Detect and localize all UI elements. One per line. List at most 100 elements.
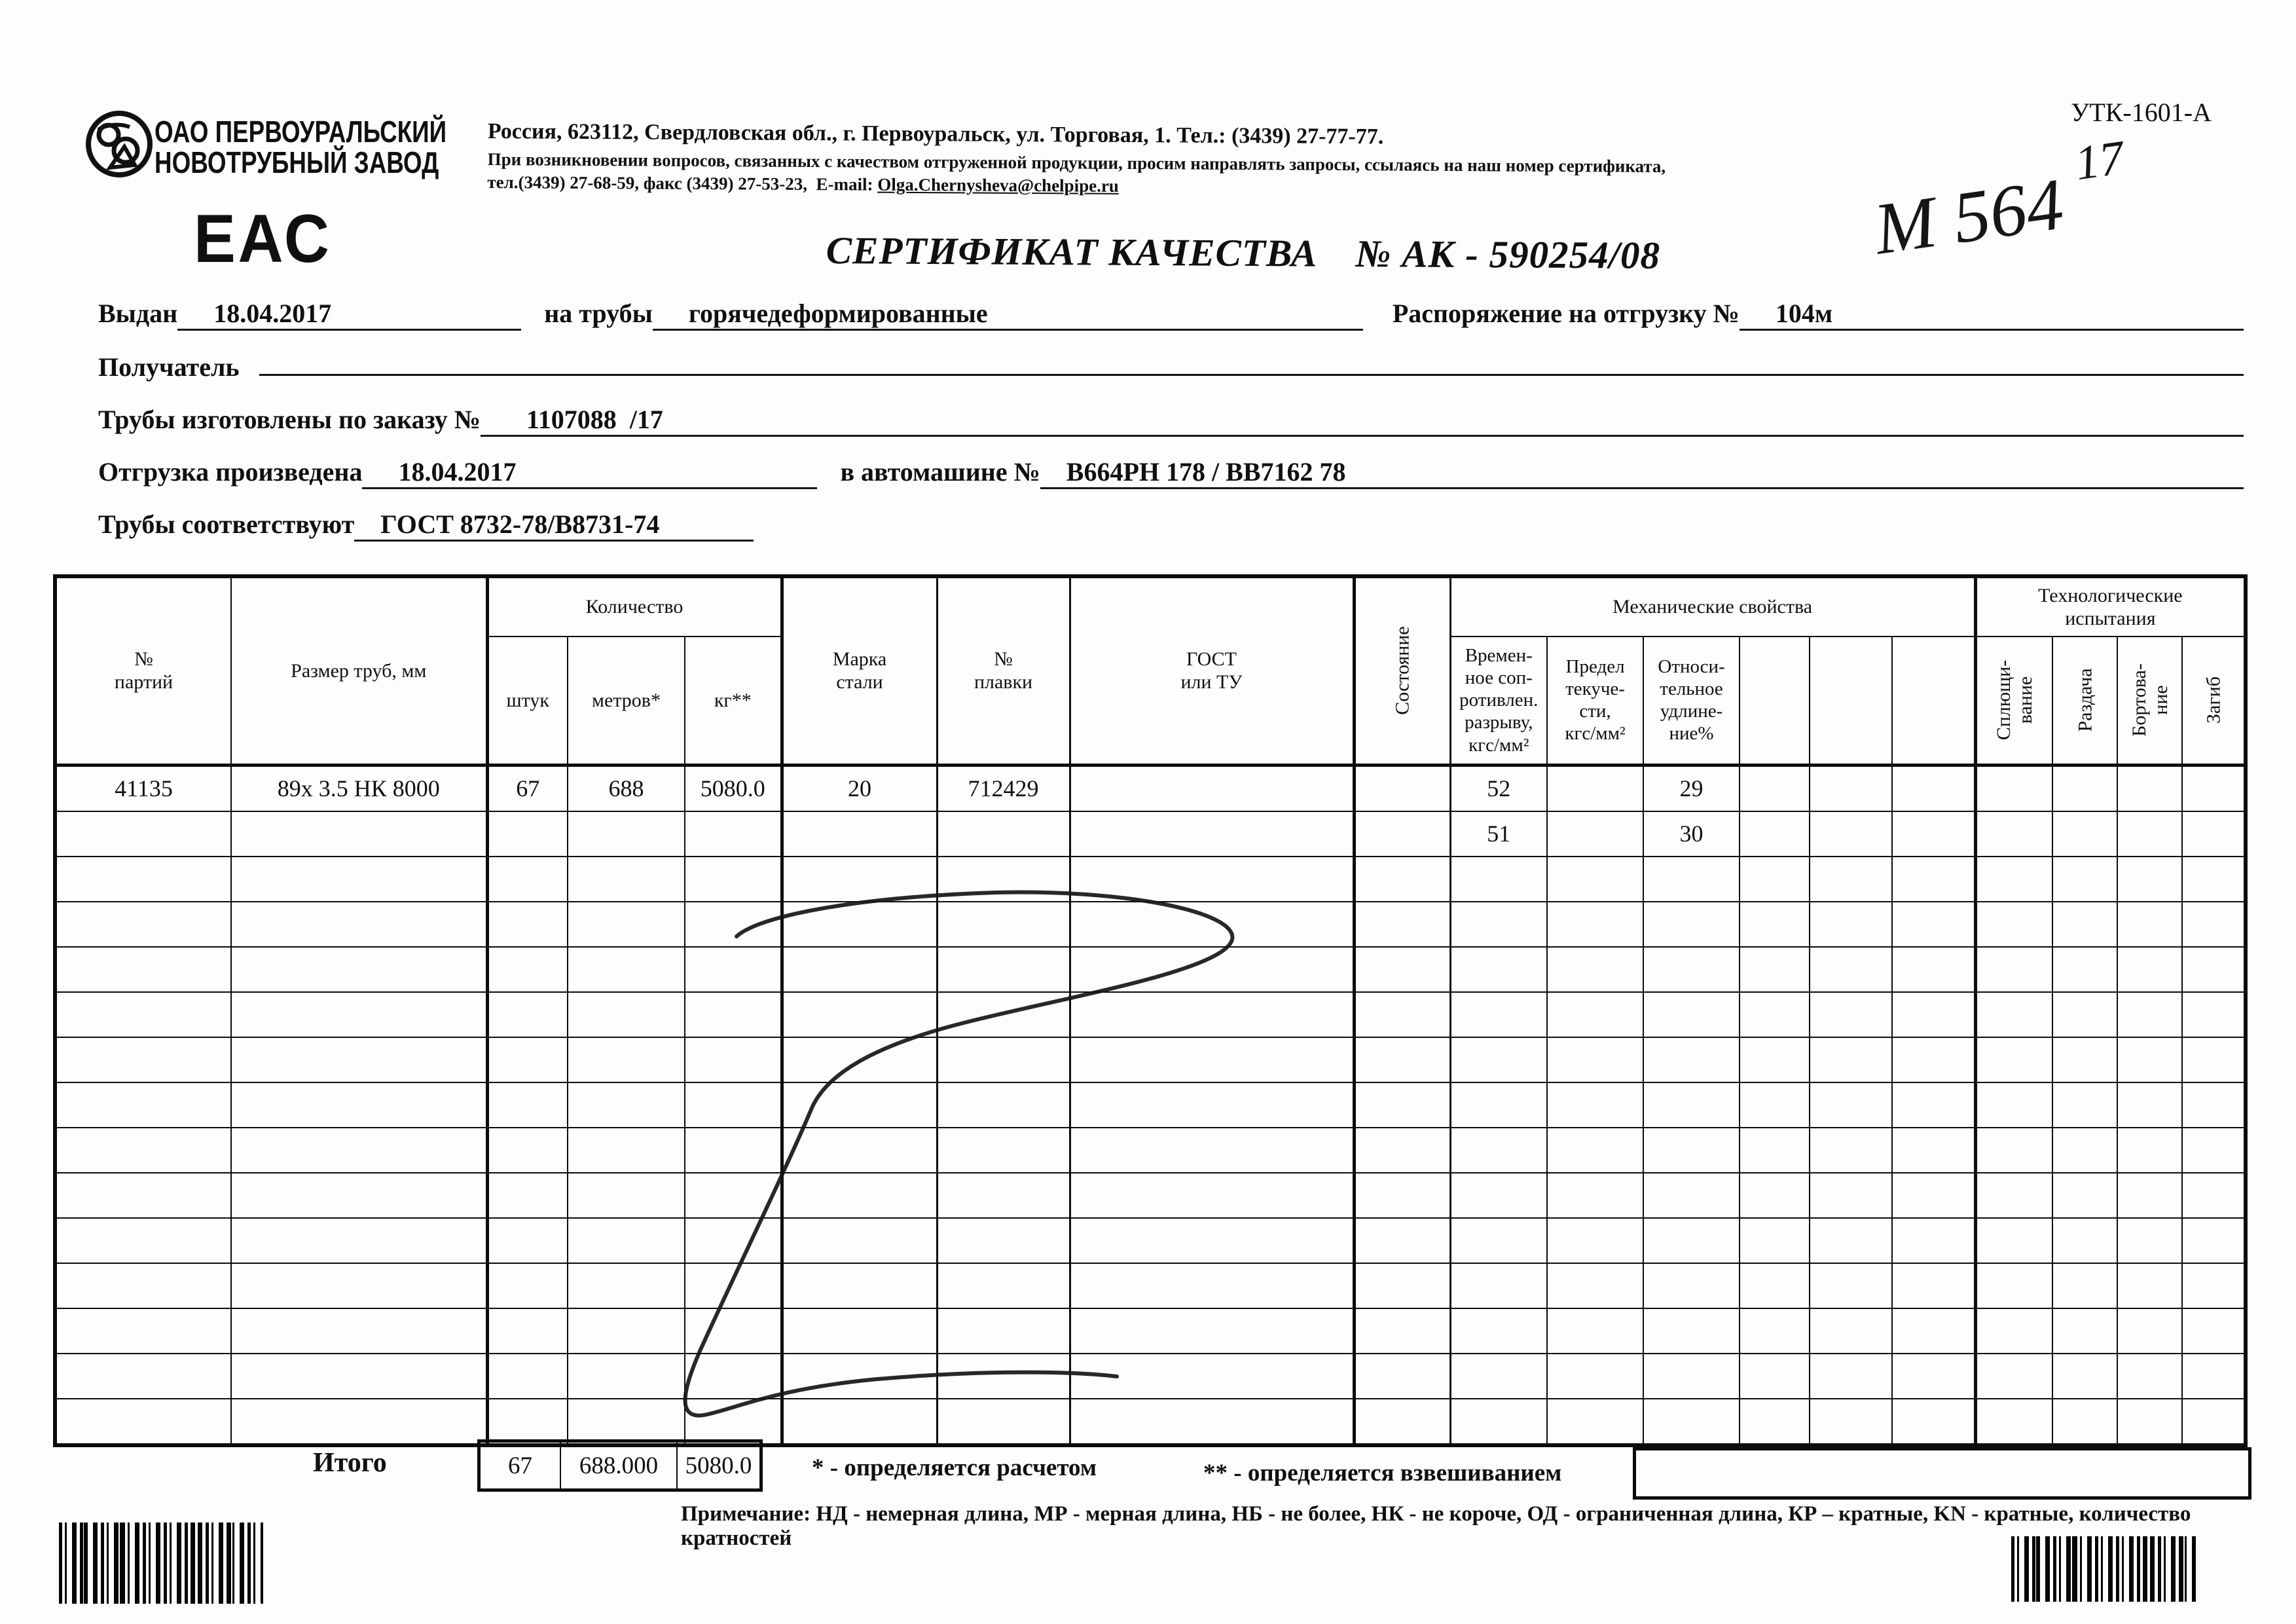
ship-order-label: Распоряжение на отгрузку № bbox=[1392, 299, 1740, 328]
table-cell bbox=[1546, 1036, 1645, 1083]
form-code: УТК-1601-А bbox=[2071, 98, 2212, 127]
table-cell bbox=[1068, 1081, 1355, 1128]
table-cell bbox=[780, 900, 938, 948]
table-cell bbox=[1891, 1307, 1977, 1354]
table-cell bbox=[1809, 1397, 1893, 1446]
table-cell bbox=[567, 991, 685, 1038]
table-row bbox=[54, 991, 2247, 1038]
table-cell bbox=[780, 1172, 938, 1219]
table-cell bbox=[2117, 1307, 2183, 1354]
table-cell bbox=[1809, 764, 1893, 812]
table-cell bbox=[485, 1172, 568, 1219]
table-cell bbox=[2181, 991, 2247, 1038]
table-cell bbox=[936, 991, 1071, 1038]
shipped-value: 18.04.2017 bbox=[362, 456, 818, 489]
table-cell bbox=[485, 1352, 568, 1399]
title-label: СЕРТИФИКАТ КАЧЕСТВА bbox=[826, 228, 1318, 275]
table-cell bbox=[230, 1036, 488, 1083]
table-cell bbox=[1739, 1352, 1811, 1399]
table-cell bbox=[2181, 764, 2247, 812]
table-cell bbox=[2117, 1352, 2183, 1399]
table-cell bbox=[2052, 1307, 2119, 1354]
table-cell bbox=[1973, 991, 2054, 1038]
table-cell bbox=[936, 1126, 1071, 1173]
table-cell bbox=[567, 1217, 685, 1264]
table-cell bbox=[1352, 1397, 1451, 1446]
table-cell bbox=[1068, 1262, 1355, 1309]
table-cell bbox=[1449, 1217, 1548, 1264]
note-line: Примечание: НД - немерная длина, МР - ме… bbox=[681, 1502, 2191, 1550]
table-cell bbox=[2117, 1081, 2183, 1128]
table-cell bbox=[683, 1217, 783, 1264]
table-cell bbox=[780, 1036, 938, 1083]
table-cell bbox=[567, 1352, 685, 1399]
col-group-mechanical: Механические свойства bbox=[1449, 576, 1977, 637]
table-cell bbox=[567, 855, 685, 902]
table-row: 41135 89х 3.5 НК 8000 67 688 5080.0 20 712429 5… bbox=[54, 764, 2247, 812]
certificate-table: № партий Размер труб, мм Количество Марк… bbox=[53, 574, 2248, 1447]
table-cell bbox=[1643, 855, 1741, 902]
table-cell bbox=[1546, 991, 1645, 1038]
table-cell bbox=[1891, 1036, 1977, 1083]
table-cell bbox=[936, 1081, 1071, 1128]
table-cell bbox=[1546, 1262, 1645, 1309]
table-cell bbox=[1546, 900, 1645, 948]
table-cell bbox=[567, 1397, 685, 1446]
table-cell bbox=[1352, 1081, 1451, 1128]
col-header-meters: метров* bbox=[567, 636, 685, 766]
table-cell bbox=[1891, 855, 1977, 902]
table-cell bbox=[683, 810, 783, 857]
table-cell bbox=[1643, 1172, 1741, 1219]
table-cell bbox=[2052, 946, 2119, 993]
table-cell bbox=[2052, 900, 2119, 948]
table-cell: 20 bbox=[780, 764, 938, 812]
table-cell bbox=[485, 1126, 568, 1173]
table-cell bbox=[1739, 855, 1811, 902]
table-cell bbox=[1352, 1036, 1451, 1083]
table-cell bbox=[780, 810, 938, 857]
table-cell bbox=[485, 1397, 568, 1446]
table-cell bbox=[2117, 991, 2183, 1038]
table-row bbox=[54, 855, 2247, 902]
table-row bbox=[54, 1036, 2247, 1083]
table-cell: 41135 bbox=[54, 764, 232, 812]
col-header-mech-extra-2 bbox=[1809, 636, 1893, 766]
table-cell bbox=[485, 1262, 568, 1309]
table-cell bbox=[1546, 1081, 1645, 1128]
table-cell bbox=[1739, 900, 1811, 948]
table-cell bbox=[54, 1262, 232, 1309]
line-conform: Трубы соответствуют ГОСТ 8732-78/В8731-7… bbox=[98, 509, 2244, 542]
table-cell bbox=[1546, 810, 1645, 857]
table-cell bbox=[1891, 1397, 1977, 1446]
table-cell bbox=[1546, 946, 1645, 993]
table-cell bbox=[54, 1352, 232, 1399]
table-cell bbox=[1809, 1307, 1893, 1354]
table-cell bbox=[1891, 1262, 1977, 1309]
col-header-mech-extra-1 bbox=[1739, 636, 1811, 766]
table-cell bbox=[1068, 1172, 1355, 1219]
table-cell bbox=[1068, 764, 1355, 812]
table-cell bbox=[1068, 1126, 1355, 1173]
table-cell bbox=[567, 1036, 685, 1083]
table-cell bbox=[2052, 1126, 2119, 1173]
table-cell bbox=[567, 1126, 685, 1173]
barcode-right bbox=[2011, 1536, 2196, 1602]
table-cell bbox=[1643, 900, 1741, 948]
table-cell bbox=[54, 946, 232, 993]
table-cell bbox=[1352, 1126, 1451, 1173]
table-cell bbox=[1809, 855, 1893, 902]
table-cell bbox=[230, 946, 488, 993]
table-cell bbox=[1891, 946, 1977, 993]
table-cell bbox=[485, 1307, 568, 1354]
table-cell bbox=[2117, 1126, 2183, 1173]
table-cell bbox=[780, 1307, 938, 1354]
col-header-bend: Загиб bbox=[2181, 636, 2247, 766]
table-cell bbox=[2181, 1397, 2247, 1446]
table-cell bbox=[683, 855, 783, 902]
table-cell bbox=[2052, 1397, 2119, 1446]
table-cell bbox=[1546, 1217, 1645, 1264]
shipped-label: Отгрузка произведена bbox=[98, 457, 363, 487]
table-cell bbox=[2181, 1262, 2247, 1309]
table-cell bbox=[1809, 1126, 1893, 1173]
table-cell bbox=[1449, 1126, 1548, 1173]
